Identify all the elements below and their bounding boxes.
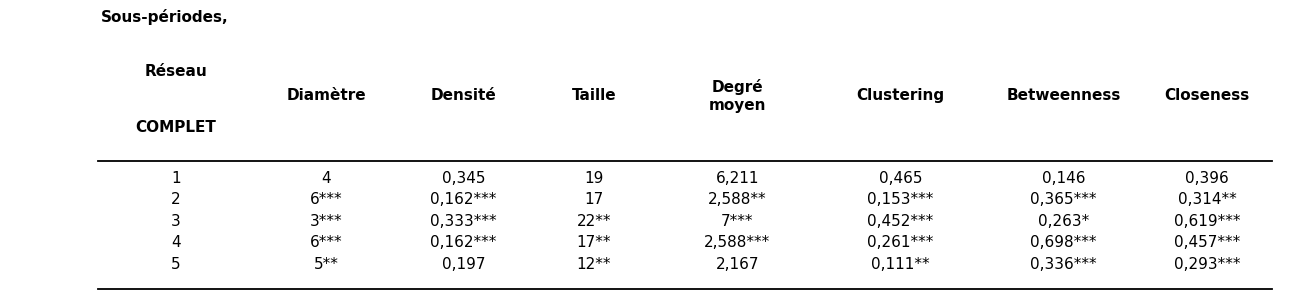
- Text: 0,457***: 0,457***: [1174, 235, 1240, 250]
- Text: 2,588***: 2,588***: [705, 235, 770, 250]
- Text: 6***: 6***: [311, 235, 342, 250]
- Text: 17: 17: [585, 193, 603, 208]
- Text: 0,465: 0,465: [878, 171, 923, 186]
- Text: 0,197: 0,197: [441, 256, 485, 272]
- Text: 22**: 22**: [577, 214, 611, 229]
- Text: Sous-périodes,: Sous-périodes,: [100, 9, 228, 25]
- Text: 3: 3: [171, 214, 181, 229]
- Text: 1: 1: [171, 171, 181, 186]
- Text: 5**: 5**: [313, 256, 339, 272]
- Text: 0,111**: 0,111**: [872, 256, 929, 272]
- Text: 0,162***: 0,162***: [431, 193, 496, 208]
- Text: 0,293***: 0,293***: [1174, 256, 1240, 272]
- Text: Réseau: Réseau: [145, 64, 207, 80]
- Text: Degré
moyen: Degré moyen: [709, 79, 766, 113]
- Text: Taille: Taille: [572, 88, 616, 104]
- Text: 4: 4: [321, 171, 331, 186]
- Text: 2: 2: [171, 193, 181, 208]
- Text: 0,162***: 0,162***: [431, 235, 496, 250]
- Text: 0,153***: 0,153***: [868, 193, 933, 208]
- Text: 0,698***: 0,698***: [1031, 235, 1096, 250]
- Text: 19: 19: [585, 171, 603, 186]
- Text: Betweenness: Betweenness: [1006, 88, 1121, 104]
- Text: 2,167: 2,167: [715, 256, 760, 272]
- Text: 3***: 3***: [311, 214, 342, 229]
- Text: 0,396: 0,396: [1185, 171, 1229, 186]
- Text: 6***: 6***: [311, 193, 342, 208]
- Text: Clustering: Clustering: [856, 88, 945, 104]
- Text: Diamètre: Diamètre: [286, 88, 367, 104]
- Text: 0,619***: 0,619***: [1174, 214, 1240, 229]
- Text: 0,333***: 0,333***: [429, 214, 497, 229]
- Text: 0,314**: 0,314**: [1177, 193, 1237, 208]
- Text: 0,146: 0,146: [1041, 171, 1086, 186]
- Text: 7***: 7***: [722, 214, 753, 229]
- Text: 0,261***: 0,261***: [868, 235, 933, 250]
- Text: 0,452***: 0,452***: [868, 214, 933, 229]
- Text: 17**: 17**: [577, 235, 611, 250]
- Text: Closeness: Closeness: [1164, 88, 1250, 104]
- Text: 0,336***: 0,336***: [1030, 256, 1098, 272]
- Text: Densité: Densité: [431, 88, 496, 104]
- Text: 5: 5: [171, 256, 181, 272]
- Text: 6,211: 6,211: [715, 171, 760, 186]
- Text: 12**: 12**: [577, 256, 611, 272]
- Text: 0,263*: 0,263*: [1037, 214, 1090, 229]
- Text: 0,345: 0,345: [441, 171, 485, 186]
- Text: 4: 4: [171, 235, 181, 250]
- Text: COMPLET: COMPLET: [136, 120, 217, 135]
- Text: 0,365***: 0,365***: [1031, 193, 1096, 208]
- Text: 2,588**: 2,588**: [709, 193, 766, 208]
